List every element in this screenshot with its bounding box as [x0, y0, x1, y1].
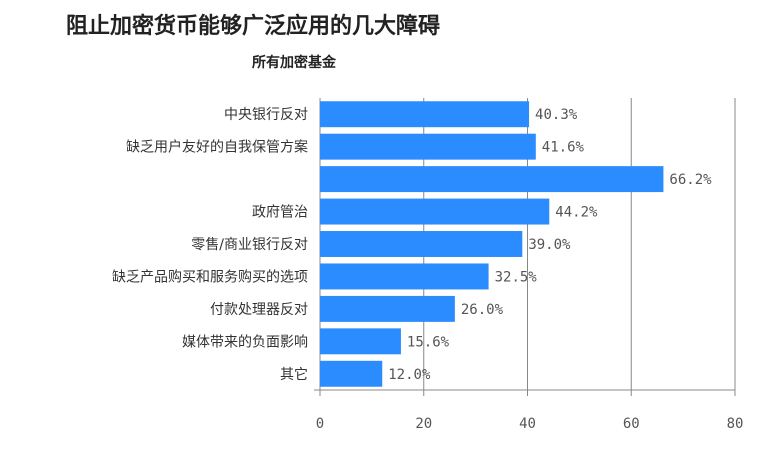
x-tick-label: 60: [623, 416, 640, 432]
data-label: 66.2%: [669, 172, 712, 188]
bar: [320, 166, 664, 193]
category-label: 付款处理器反对: [210, 302, 308, 318]
value-labels: 40.3% 41.6% 66.2% 44.2% 39.0% 32.5% 26.0% 15.6%…: [388, 107, 712, 383]
category-label: 政府管治: [252, 205, 308, 221]
bar: [320, 133, 536, 160]
bar: [320, 198, 550, 225]
x-tick-label: 0: [316, 416, 324, 432]
bar: [320, 101, 530, 128]
bar: [320, 360, 383, 387]
x-tick-labels: 0 20 40 60 80: [316, 416, 744, 432]
x-tick-label: 80: [727, 416, 744, 432]
bars: [320, 101, 664, 387]
x-tick-label: 40: [519, 416, 536, 432]
x-tick-label: 20: [415, 416, 432, 432]
data-label: 12.0%: [388, 367, 431, 383]
category-label: 零售/商业银行反对: [191, 237, 308, 253]
data-label: 40.3%: [535, 107, 578, 123]
bar: [320, 328, 401, 355]
category-label: 缺乏用户友好的自我保管方案: [126, 139, 308, 156]
category-label: 其它: [280, 366, 308, 383]
category-label: 中央银行反对: [224, 107, 308, 123]
chart-subtitle: 所有加密基金: [252, 55, 336, 71]
data-label: 15.6%: [407, 334, 450, 350]
category-label: 缺乏产品购买和服务购买的选项: [112, 269, 308, 285]
bar: [320, 295, 455, 322]
bar: [320, 263, 489, 290]
category-labels: 中央银行反对缺乏用户友好的自我保管方案政府管治零售/商业银行反对缺乏产品购买和服…: [112, 107, 308, 383]
bar: [320, 231, 523, 257]
chart-title: 阻止加密货币能够广泛应用的几大障碍: [66, 14, 441, 39]
data-label: 32.5%: [495, 269, 538, 285]
data-label: 44.2%: [555, 205, 598, 221]
data-label: 39.0%: [528, 237, 571, 253]
data-label: 41.6%: [542, 140, 585, 156]
data-label: 26.0%: [461, 302, 504, 318]
category-label: 媒体带来的负面影响: [182, 334, 308, 350]
